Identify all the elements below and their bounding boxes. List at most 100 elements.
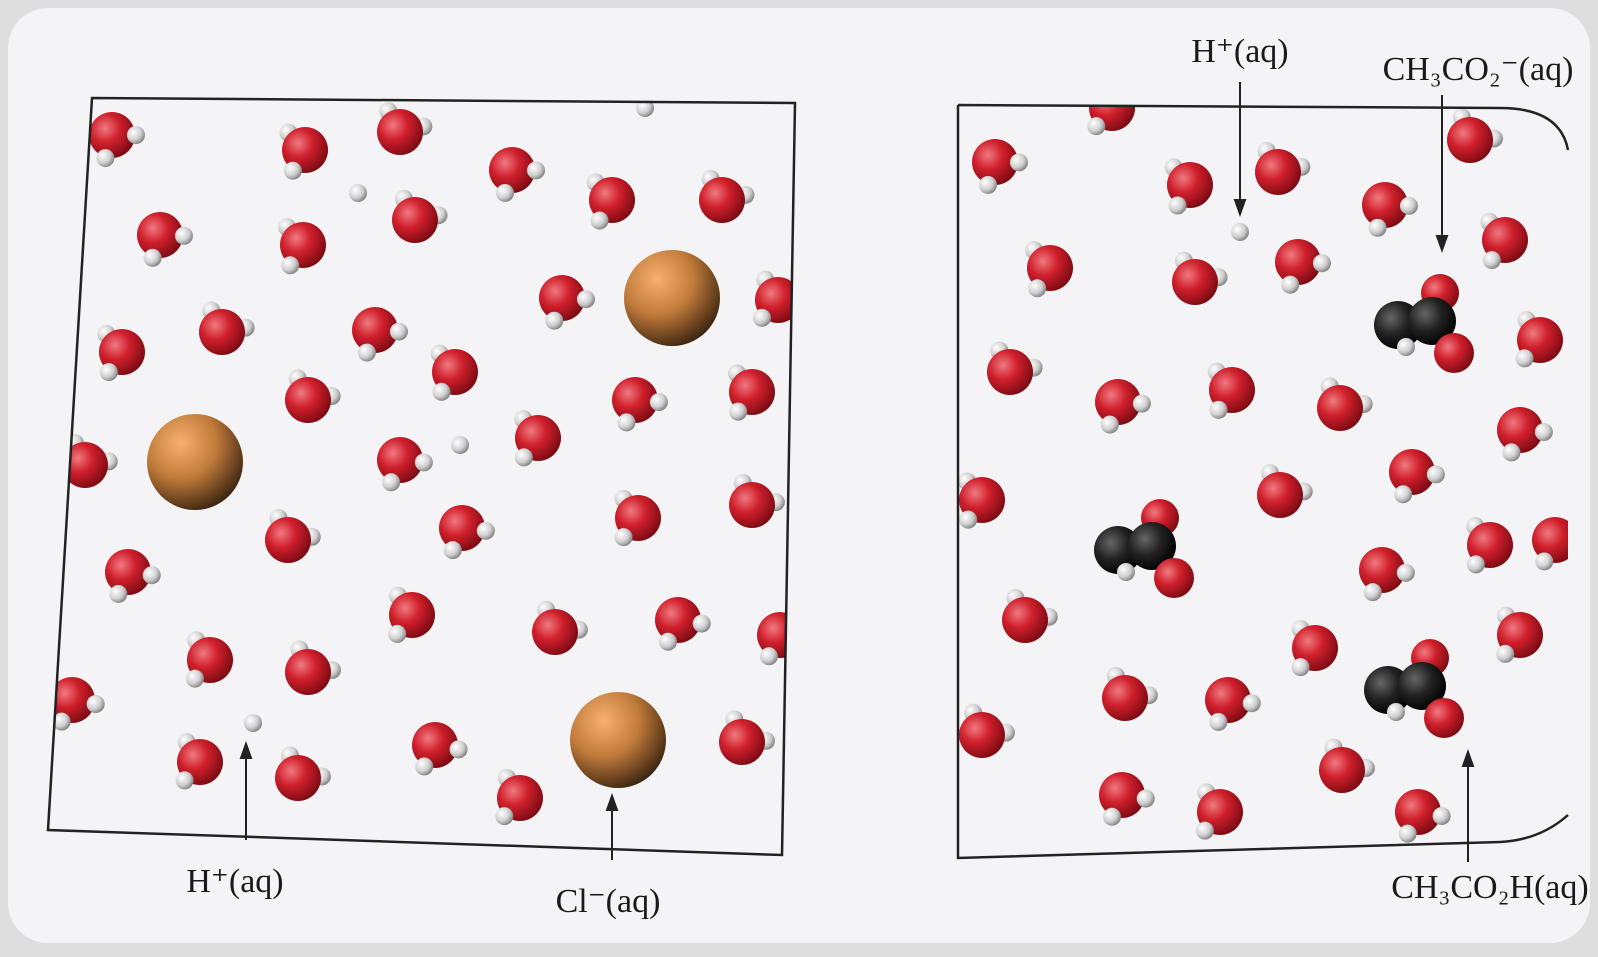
hydrogen (959, 511, 977, 529)
hydrogen-ion (451, 436, 469, 454)
hydrogen (175, 227, 193, 245)
oxygen (1002, 597, 1048, 643)
hydrogen (1292, 658, 1310, 676)
oxygen (275, 755, 321, 801)
oxygen (1257, 472, 1303, 518)
hydrogen (1210, 401, 1228, 419)
hydrogen (1281, 276, 1299, 294)
hydrogen (1397, 564, 1415, 582)
oxygen (285, 649, 331, 695)
hydrogen (1400, 197, 1418, 215)
hydrogen (515, 448, 533, 466)
hydrogen (144, 249, 162, 267)
hydrogen (1397, 338, 1415, 356)
hydrogen (1243, 694, 1261, 712)
oxygen (199, 309, 245, 355)
oxygen (1434, 333, 1474, 373)
hydrogen (284, 162, 302, 180)
hydrogen (1427, 465, 1445, 483)
oxygen (1154, 558, 1194, 598)
hydrogen (433, 383, 451, 401)
oxygen (987, 349, 1033, 395)
hydrogen (1103, 808, 1121, 826)
label: Cl⁻(aq) (556, 883, 661, 920)
oxygen (1172, 259, 1218, 305)
hydrogen (1196, 822, 1214, 840)
hydrogen (1133, 395, 1151, 413)
label: CH₃CO₂H(aq) (1391, 869, 1588, 906)
hydrogen (87, 695, 105, 713)
chloride-ion (570, 692, 666, 788)
hydrogen (1010, 153, 1028, 171)
label: CH₃CO₂⁻(aq) (1383, 51, 1574, 88)
hydrogen (1369, 219, 1387, 237)
hydrogen (281, 256, 299, 274)
label: H⁺(aq) (1191, 33, 1288, 70)
oxygen (719, 719, 765, 765)
hydrogen (729, 403, 747, 421)
oxygen (1424, 698, 1464, 738)
hydrogen (577, 290, 595, 308)
hydrogen (1433, 807, 1451, 825)
hydrogen (444, 541, 462, 559)
oxygen (377, 109, 423, 155)
hydrogen (496, 184, 514, 202)
hydrogen-ion (244, 714, 262, 732)
oxygen (959, 712, 1005, 758)
hydrogen (1169, 197, 1187, 215)
hydrogen (1394, 485, 1412, 503)
hydrogen (1101, 416, 1119, 434)
hydrogen (1467, 555, 1485, 573)
oxygen (1319, 747, 1365, 793)
hydrogen (650, 393, 668, 411)
hydrogen (1137, 790, 1155, 808)
oxygen (1102, 675, 1148, 721)
hydrogen (1117, 563, 1135, 581)
hydrogen-ion (1231, 223, 1249, 241)
hydrogen (127, 126, 145, 144)
hydrogen (1535, 423, 1553, 441)
hydrogen (753, 309, 771, 327)
hydrogen (495, 807, 513, 825)
hydrogen (1209, 713, 1227, 731)
oxygen (699, 177, 745, 223)
hydrogen (477, 522, 495, 540)
hydrogen (1535, 552, 1553, 570)
chloride-ion (624, 250, 720, 346)
hydrogen (545, 312, 563, 330)
hydrogen (1483, 251, 1501, 269)
hydrogen (450, 740, 468, 758)
hydrogen (693, 615, 711, 633)
oxygen (285, 377, 331, 423)
hydrogen (1502, 443, 1520, 461)
oxygen (1255, 149, 1301, 195)
oxygen (392, 197, 438, 243)
oxygen (1447, 117, 1493, 163)
hydrogen (1313, 254, 1331, 272)
hydrogen (1087, 117, 1105, 135)
hydrogen (591, 212, 609, 230)
hydrogen (1516, 349, 1534, 367)
hydrogen (615, 528, 633, 546)
hydrogen (979, 176, 997, 194)
hydrogen (390, 323, 408, 341)
hydrogen-ion (349, 184, 367, 202)
hydrogen (1364, 583, 1382, 601)
hydrogen (186, 670, 204, 688)
hydrogen (760, 647, 778, 665)
hydrogen (527, 161, 545, 179)
oxygen (1317, 385, 1363, 431)
hydrogen (1496, 645, 1514, 663)
hydrogen (96, 149, 114, 167)
hydrogen (143, 566, 161, 584)
hydrogen (1399, 825, 1417, 843)
hydrogen (415, 757, 433, 775)
page: {"left_panel": {"labels": ["H⁺(aq)", "Cl… (0, 0, 1598, 957)
oxygen (729, 482, 775, 528)
hydrogen (388, 625, 406, 643)
oxygen (532, 609, 578, 655)
figure-photo: H⁺(aq) Cl⁻(aq) H⁺(aq) CH₃CO₂⁻(aq) CH₃CO₂… (0, 0, 1598, 957)
hydrogen (358, 344, 376, 362)
hydrogen (109, 585, 127, 603)
chloride-ion (147, 414, 243, 510)
